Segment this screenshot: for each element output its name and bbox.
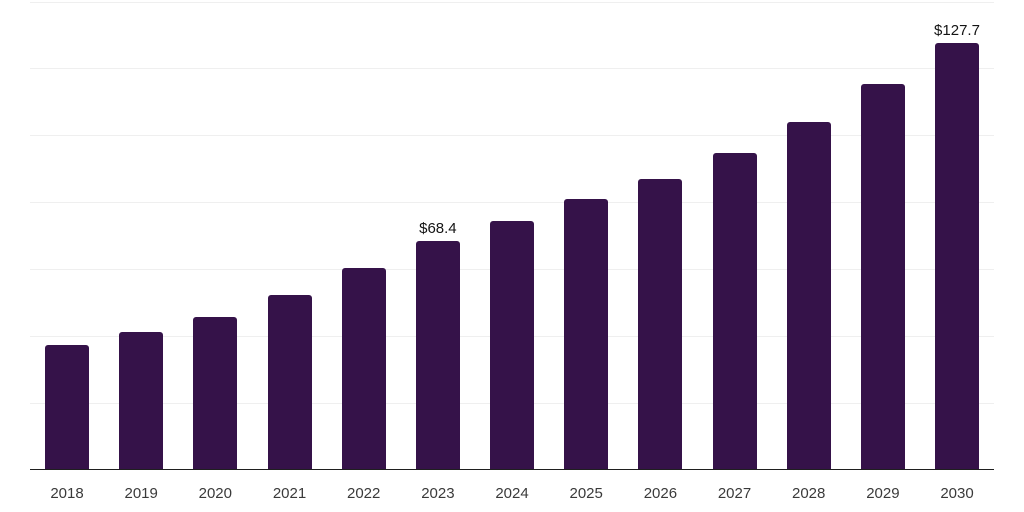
bar-2019 (119, 331, 164, 470)
bar-2026 (638, 179, 683, 470)
x-tick-2022: 2022 (347, 485, 381, 502)
x-tick-2029: 2029 (866, 485, 900, 502)
gridline-140 (30, 1, 994, 3)
value-label-2030: $127.7 (934, 22, 980, 40)
bar-2025 (564, 199, 609, 470)
bar-2024 (490, 221, 534, 470)
bar-2020 (193, 317, 238, 470)
x-tick-2023: 2023 (421, 485, 455, 502)
gridline-100 (30, 135, 994, 137)
bar-2030 (935, 43, 979, 470)
gridline-120 (30, 68, 994, 70)
bar-2027 (712, 153, 757, 470)
bar-2018 (45, 345, 89, 470)
x-tick-2028: 2028 (792, 485, 826, 502)
bar-2029 (860, 83, 905, 470)
x-tick-2025: 2025 (569, 485, 603, 502)
value-label-2023: $68.4 (419, 220, 457, 238)
x-tick-2024: 2024 (495, 485, 529, 502)
bar-2028 (786, 121, 831, 470)
x-axis-line (30, 468, 994, 470)
x-tick-2026: 2026 (643, 485, 678, 502)
x-tick-2018: 2018 (50, 485, 84, 502)
bar-2023 (415, 241, 460, 470)
bar-2022 (341, 268, 386, 470)
bar-2021 (267, 295, 312, 470)
x-tick-2030: 2030 (940, 485, 974, 502)
x-tick-2027: 2027 (717, 485, 752, 502)
x-tick-2021: 2021 (272, 485, 307, 502)
gridline-80 (30, 202, 994, 204)
x-tick-2019: 2019 (124, 485, 158, 502)
x-tick-2020: 2020 (198, 485, 232, 502)
